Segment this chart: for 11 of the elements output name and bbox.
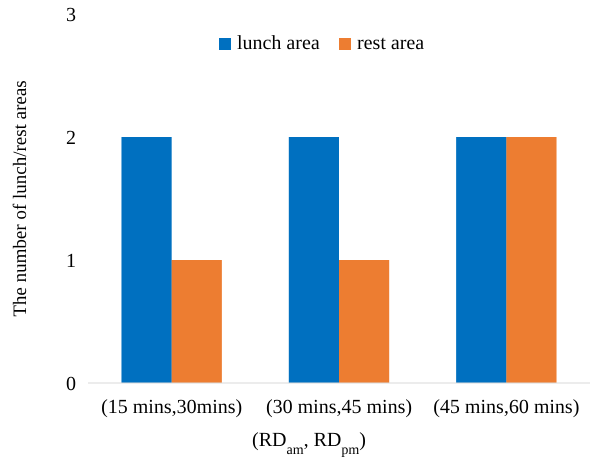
legend-label: rest area <box>357 32 424 54</box>
y-tick-label: 2 <box>66 127 76 149</box>
x-tick-label: (30 mins,45 mins) <box>266 396 412 418</box>
x-tick-label: (15 mins,30mins) <box>101 396 242 418</box>
x-axis-title: (RD$_{am}$, RD$_{pm}$) <box>252 429 366 458</box>
y-tick-label: 0 <box>66 373 76 395</box>
legend-label: lunch area <box>237 32 320 54</box>
y-axis-title: The number of lunch/rest areas <box>10 80 31 317</box>
x-tick-label: (45 mins,60 mins) <box>433 396 580 418</box>
y-tick-label: 3 <box>66 4 76 26</box>
y-tick-label: 1 <box>66 250 76 272</box>
